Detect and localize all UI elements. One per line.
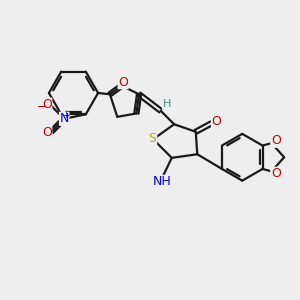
Text: NH: NH bbox=[152, 176, 171, 188]
Text: H: H bbox=[163, 99, 171, 109]
Text: N: N bbox=[59, 112, 69, 125]
Text: O: O bbox=[42, 126, 52, 140]
Text: +: + bbox=[62, 111, 70, 120]
Text: O: O bbox=[271, 134, 281, 147]
Text: −: − bbox=[37, 101, 47, 114]
Text: O: O bbox=[212, 116, 221, 128]
Text: O: O bbox=[118, 76, 128, 89]
Text: S: S bbox=[148, 132, 157, 145]
Text: O: O bbox=[42, 98, 52, 111]
Text: O: O bbox=[271, 167, 281, 180]
